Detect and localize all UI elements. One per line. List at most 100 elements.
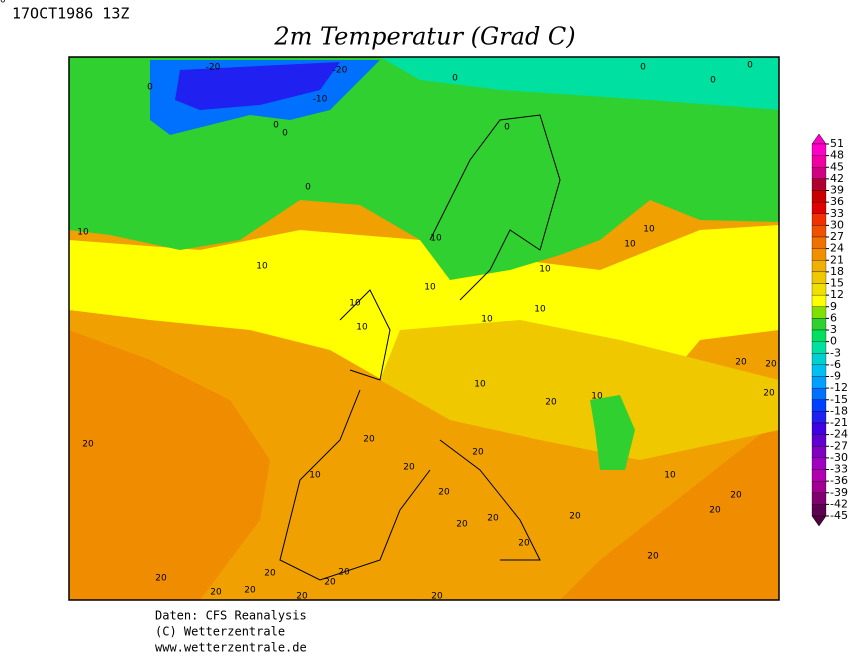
contour-label: 0 bbox=[710, 76, 716, 86]
coastline bbox=[439, 439, 541, 561]
colorbar-swatch bbox=[811, 155, 827, 168]
colorbar-label: -36 bbox=[830, 474, 848, 487]
contour-label: 20 bbox=[765, 360, 777, 370]
contour-label: 10 bbox=[664, 471, 676, 481]
colorbar-swatch bbox=[811, 236, 827, 249]
colorbar-swatch bbox=[811, 201, 827, 214]
contour-label: 0 bbox=[640, 63, 646, 73]
contour-label: 20 bbox=[82, 440, 94, 450]
map-title: 2m Temperatur (Grad C) bbox=[273, 23, 575, 51]
contour-label: 20 bbox=[403, 463, 415, 473]
colorbar-swatch bbox=[811, 492, 827, 505]
colorbar-swatch bbox=[811, 353, 827, 366]
contour-label: 10 bbox=[624, 240, 636, 250]
timestamp: 17OCT1986 13Z bbox=[12, 5, 129, 23]
contour-label: 20 bbox=[730, 491, 742, 501]
footer-copyright: (C) Wetterzentrale bbox=[155, 625, 285, 639]
colorbar-under bbox=[811, 515, 827, 527]
contour-label: 20 bbox=[0, 0, 6, 6]
contour-label: 20 bbox=[363, 435, 375, 445]
cold-field bbox=[175, 62, 340, 110]
colorbar-label: -6 bbox=[830, 358, 841, 371]
contour-label: 0 bbox=[305, 183, 311, 193]
contour-label: 10 bbox=[474, 380, 486, 390]
colorbar-label: 30 bbox=[830, 218, 844, 231]
colorbar-swatch bbox=[811, 387, 827, 400]
colorbar-swatch bbox=[811, 434, 827, 447]
colorbar-swatch bbox=[811, 271, 827, 284]
contour-label: 20 bbox=[264, 569, 276, 579]
contour-label: 20 bbox=[763, 389, 775, 399]
contour-label: 10 bbox=[539, 265, 551, 275]
contour-label: 20 bbox=[338, 568, 350, 578]
contour-label: 10 bbox=[643, 225, 655, 235]
colorbar-swatch bbox=[811, 480, 827, 493]
colorbar-label: 18 bbox=[830, 265, 844, 278]
colorbar-label: -15 bbox=[830, 393, 848, 406]
contour-label: 10 bbox=[256, 262, 268, 272]
colorbar-label: 42 bbox=[830, 172, 844, 185]
contour-label: 10 bbox=[430, 234, 442, 244]
colorbar-swatch bbox=[811, 364, 827, 377]
colorbar-swatch bbox=[811, 260, 827, 273]
colorbar-swatch bbox=[811, 294, 827, 307]
warm-field bbox=[560, 420, 779, 600]
contour-label: 20 bbox=[487, 514, 499, 524]
coastline bbox=[339, 289, 391, 381]
colorbar-swatch bbox=[811, 318, 827, 331]
cool-field bbox=[590, 395, 635, 470]
contour-label: 20 bbox=[709, 506, 721, 516]
mild-field bbox=[380, 320, 779, 460]
map-frame bbox=[68, 56, 780, 601]
contour-label: 10 bbox=[356, 323, 368, 333]
colorbar-label: 24 bbox=[830, 242, 844, 255]
contour-label: 10 bbox=[77, 228, 89, 238]
colorbar-label: -12 bbox=[830, 381, 848, 394]
contour-label: 20 bbox=[569, 512, 581, 522]
colorbar-swatch bbox=[811, 143, 827, 156]
cool-field bbox=[380, 57, 779, 110]
contour-label: -20 bbox=[206, 63, 221, 73]
contour-label: 20 bbox=[545, 398, 557, 408]
contour-label: 20 bbox=[438, 488, 450, 498]
contour-label: 0 bbox=[452, 74, 458, 84]
contour-label: 20 bbox=[735, 358, 747, 368]
colorbar-label: -3 bbox=[830, 346, 841, 359]
contour-label: 20 bbox=[647, 552, 659, 562]
colorbar-label: 48 bbox=[830, 149, 844, 162]
contour-label: 10 bbox=[349, 299, 361, 309]
colorbar-swatch bbox=[811, 469, 827, 482]
colorbar-label: 39 bbox=[830, 184, 844, 197]
contour-label: 20 bbox=[518, 539, 530, 549]
colorbar-swatch bbox=[811, 329, 827, 342]
colorbar-label: 6 bbox=[830, 311, 837, 324]
coastline bbox=[279, 389, 431, 581]
contour-label: 0 bbox=[747, 61, 753, 71]
contour-label: 0 bbox=[504, 123, 510, 133]
colorbar-label: 27 bbox=[830, 230, 844, 243]
colorbar-label: 51 bbox=[830, 137, 844, 150]
coastline bbox=[429, 114, 561, 301]
colorbar-over bbox=[811, 133, 827, 145]
contour-label: 20 bbox=[472, 448, 484, 458]
contour-label: 20 bbox=[244, 586, 256, 596]
colorbar-swatch bbox=[811, 213, 827, 226]
colorbar-label: -45 bbox=[830, 509, 848, 522]
colorbar-label: -27 bbox=[830, 439, 848, 452]
contour-label: 20 bbox=[296, 592, 308, 602]
colorbar-label: -42 bbox=[830, 497, 848, 510]
colorbar-swatch bbox=[811, 248, 827, 261]
colorbar-swatch bbox=[811, 190, 827, 203]
colorbar-label: -30 bbox=[830, 451, 848, 464]
footer-source: Daten: CFS Reanalysis bbox=[155, 609, 307, 623]
colorbar-label: -21 bbox=[830, 416, 848, 429]
colorbar-swatch bbox=[811, 225, 827, 238]
colorbar-label: 0 bbox=[830, 335, 837, 348]
contour-label: -20 bbox=[333, 66, 348, 76]
footer-url: www.wetterzentrale.de bbox=[155, 641, 307, 655]
colorbar-label: -39 bbox=[830, 486, 848, 499]
contour-label: 0 bbox=[147, 83, 153, 93]
colorbar-label: 12 bbox=[830, 288, 844, 301]
